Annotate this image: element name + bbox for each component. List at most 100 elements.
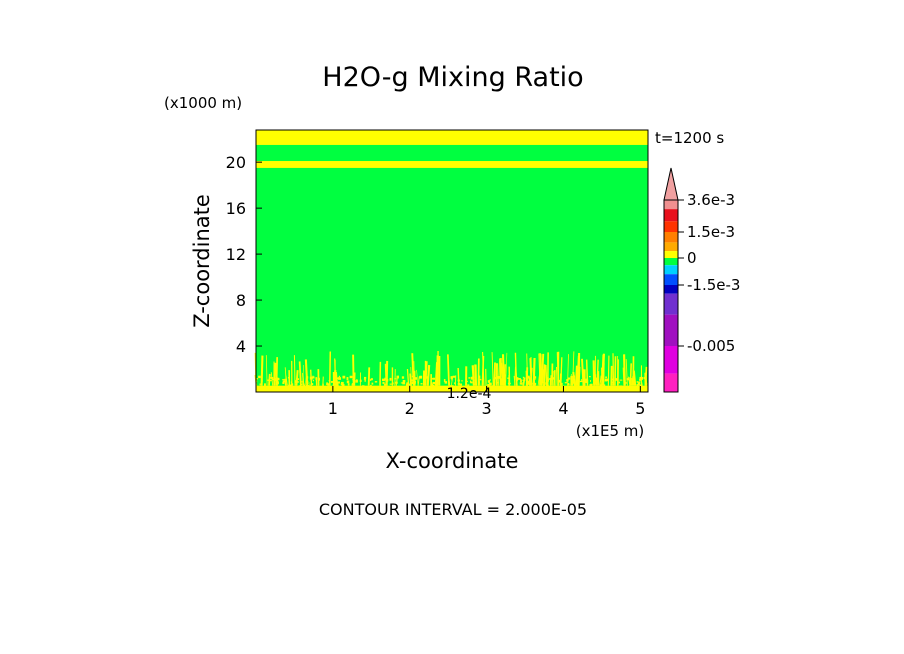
streak-speck [430, 384, 434, 387]
streak [268, 373, 271, 386]
streak-speck [527, 380, 531, 384]
streak-speck [282, 381, 285, 385]
streak-speck [619, 385, 622, 387]
x-tick-label: 5 [635, 399, 645, 418]
streak [555, 366, 558, 386]
streak-speck [593, 382, 596, 385]
streak [328, 351, 332, 386]
y-tick-label: 20 [226, 153, 246, 172]
streak-speck [534, 382, 537, 386]
streak [574, 365, 578, 386]
streak-speck [637, 382, 640, 386]
streak-speck [540, 380, 544, 383]
streak-speck [386, 378, 389, 382]
streak-speck [283, 379, 286, 381]
streak [570, 373, 572, 386]
streak-speck [395, 381, 398, 384]
streak-speck [459, 383, 463, 386]
streak-speck [610, 378, 614, 381]
streak-speck [547, 379, 549, 382]
streak-speck [256, 380, 258, 383]
colorbar-frame [663, 199, 679, 393]
streak-speck [488, 382, 492, 386]
streak-speck [264, 383, 266, 387]
streak [581, 358, 585, 386]
colorbar-level [664, 285, 678, 294]
streak-speck [590, 380, 592, 382]
streak-speck [600, 384, 603, 387]
streak-speck [411, 375, 414, 378]
streak [625, 359, 628, 386]
streak-speck [479, 375, 481, 379]
streak [614, 356, 617, 386]
streak-speck [322, 383, 324, 387]
streak-speck [394, 378, 397, 380]
streak-speck [585, 380, 589, 384]
low-level-streaks [254, 351, 648, 389]
streak-speck [543, 384, 546, 387]
streak-speck [530, 382, 533, 385]
streak-speck [259, 383, 261, 386]
colorbar-level [664, 373, 678, 392]
streak-speck [383, 383, 387, 386]
streak-speck [384, 377, 388, 381]
colorbar-labels: 3.6e-3 1.5e-3 0 -1.5e-3 -0.005 [678, 191, 740, 355]
streak-speck [287, 376, 290, 379]
streak-speck [444, 381, 448, 384]
streak-speck [282, 380, 286, 383]
streak-speck [276, 381, 279, 384]
streak-speck [432, 384, 435, 388]
plot-area [254, 129, 649, 393]
streak-speck [420, 383, 423, 385]
streak-speck [572, 381, 574, 384]
streak-speck [505, 385, 508, 388]
streak-speck [472, 382, 475, 386]
streak-speck [603, 384, 606, 387]
streak [592, 360, 596, 386]
streak-speck [301, 381, 303, 383]
streak-speck [548, 378, 551, 380]
streak-speck [381, 378, 385, 382]
streak-speck [451, 385, 454, 388]
chart-title: H2O-g Mixing Ratio [322, 62, 583, 93]
streak-speck [288, 384, 290, 387]
x-tick-label: 3 [481, 399, 491, 418]
streak [553, 370, 556, 386]
streak [304, 377, 307, 386]
contour-annotation: 1.2e-4 [447, 386, 492, 402]
streak-speck [276, 377, 278, 379]
streak [549, 375, 552, 386]
streak-speck [500, 378, 502, 382]
streak [502, 374, 507, 386]
streak-speck [432, 381, 436, 385]
streak-speck [359, 379, 362, 383]
field-layer-surface-layer [256, 385, 648, 392]
streak-speck [520, 379, 522, 383]
streak-speck [507, 382, 511, 385]
y-unit-label: (x1000 m) [164, 94, 242, 112]
colorbar-level [664, 258, 678, 266]
streak [543, 364, 546, 386]
streak-speck [607, 378, 609, 382]
streak-speck [477, 378, 481, 380]
streak-speck [328, 380, 330, 382]
streak-speck [626, 378, 629, 381]
colorbar-label: 3.6e-3 [687, 191, 735, 209]
streak-speck [522, 379, 526, 381]
streak-speck [341, 383, 345, 387]
streak-speck [469, 380, 472, 383]
x-unit-label: (x1E5 m) [576, 422, 645, 440]
colorbar-label: -1.5e-3 [687, 276, 740, 294]
streak-speck [619, 379, 623, 381]
streak-speck [315, 377, 318, 380]
streak [572, 351, 575, 386]
streak-speck [400, 382, 403, 384]
streak [525, 370, 528, 386]
colorbar-level [664, 242, 678, 252]
streak-speck [568, 377, 570, 379]
streak-speck [309, 376, 313, 380]
streak-speck [355, 380, 358, 383]
streak-speck [639, 384, 643, 387]
streak-speck [593, 376, 596, 380]
colorbar [663, 167, 679, 393]
